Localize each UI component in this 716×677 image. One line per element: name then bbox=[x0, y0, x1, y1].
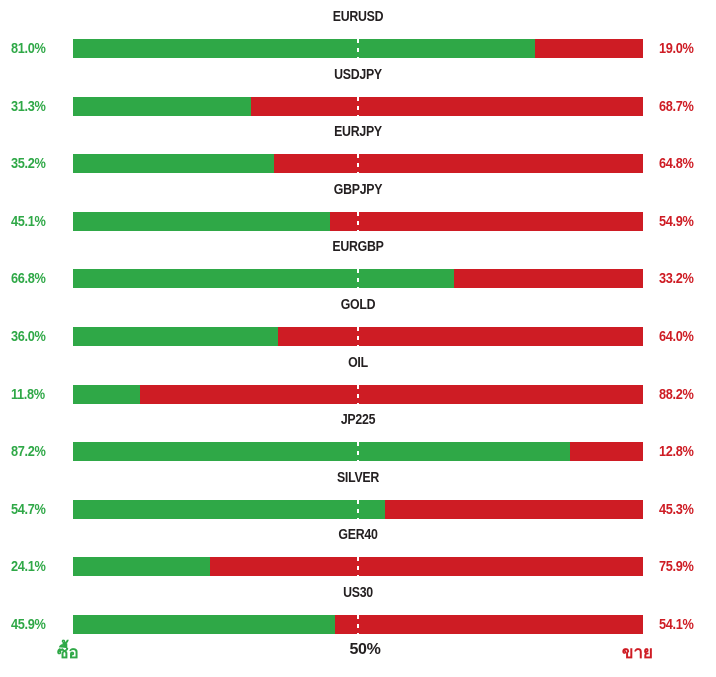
instrument-row: OIL 11.8% 88.2% bbox=[0, 346, 716, 404]
sell-percentage-label: 33.2% bbox=[659, 270, 694, 288]
instrument-symbol: GER40 bbox=[338, 527, 378, 544]
buy-bar-segment bbox=[73, 39, 535, 58]
buy-percentage-label: 66.8% bbox=[11, 270, 46, 288]
instrument-row: SILVER 54.7% 45.3% bbox=[0, 461, 716, 519]
sell-bar-segment bbox=[273, 154, 643, 174]
fifty-percent-line bbox=[357, 499, 359, 519]
instrument-row: GER40 24.1% 75.9% bbox=[0, 518, 716, 577]
buy-bar-segment bbox=[73, 614, 335, 634]
instrument-row: EURGBP 66.8% 33.2% bbox=[0, 230, 716, 289]
instrument-row: US30 45.9% 54.1% bbox=[0, 576, 716, 634]
fifty-percent-line bbox=[357, 154, 359, 174]
sell-bar-segment bbox=[453, 269, 643, 289]
fifty-percent-line bbox=[357, 614, 359, 634]
buy-bar-segment bbox=[73, 442, 571, 462]
sell-bar-segment bbox=[210, 557, 643, 577]
instrument-row: EURUSD 81.0% 19.0% bbox=[0, 0, 716, 58]
sentiment-bar bbox=[73, 326, 643, 346]
legend-buy-label: ซื้อ bbox=[57, 642, 79, 662]
sell-percentage-label: 19.0% bbox=[659, 40, 694, 57]
buy-percentage-label: 54.7% bbox=[11, 500, 46, 518]
buy-percentage-label: 81.0% bbox=[11, 40, 46, 57]
sentiment-bar bbox=[73, 557, 643, 577]
sell-percentage-label: 64.8% bbox=[659, 155, 694, 173]
sell-bar-segment bbox=[140, 384, 643, 404]
fifty-percent-line bbox=[357, 326, 359, 346]
instrument-symbol: USDJPY bbox=[334, 66, 382, 83]
buy-percentage-label: 24.1% bbox=[11, 558, 46, 576]
sell-percentage-label: 54.1% bbox=[659, 615, 694, 633]
buy-bar-segment bbox=[73, 154, 274, 174]
instrument-symbol: EURUSD bbox=[332, 9, 384, 25]
instrument-row: JP225 87.2% 12.8% bbox=[0, 403, 716, 462]
sell-percentage-label: 68.7% bbox=[659, 97, 694, 115]
fifty-percent-line bbox=[357, 442, 359, 462]
instrument-row: GBPJPY 45.1% 54.9% bbox=[0, 173, 716, 231]
sell-bar-segment bbox=[251, 96, 643, 116]
fifty-percent-line bbox=[357, 211, 359, 231]
legend-sell-label: ขาย bbox=[621, 642, 653, 662]
fifty-percent-line bbox=[357, 39, 359, 58]
sell-bar-segment bbox=[570, 442, 643, 462]
sentiment-bar bbox=[73, 614, 643, 634]
sell-bar-segment bbox=[384, 499, 643, 519]
instrument-symbol: US30 bbox=[343, 584, 373, 601]
sentiment-bar bbox=[73, 211, 643, 231]
fifty-percent-line bbox=[357, 557, 359, 577]
sell-bar-segment bbox=[534, 39, 643, 58]
sell-percentage-label: 12.8% bbox=[659, 443, 694, 461]
instrument-symbol: GOLD bbox=[340, 296, 376, 313]
instrument-row: GOLD 36.0% 64.0% bbox=[0, 288, 716, 346]
buy-bar-segment bbox=[73, 557, 211, 577]
buy-bar-segment bbox=[73, 326, 279, 346]
instrument-symbol: EURGBP bbox=[332, 239, 384, 256]
instrument-rows: EURUSD 81.0% 19.0% USDJPY 31.3% 68.7% EU… bbox=[0, 0, 716, 634]
instrument-symbol: SILVER bbox=[336, 469, 380, 486]
sell-percentage-label: 75.9% bbox=[659, 558, 694, 576]
sentiment-bar bbox=[73, 269, 643, 289]
sell-percentage-label: 64.0% bbox=[659, 327, 694, 345]
buy-percentage-label: 11.8% bbox=[11, 385, 45, 403]
buy-percentage-label: 45.1% bbox=[11, 212, 46, 230]
instrument-row: USDJPY 31.3% 68.7% bbox=[0, 58, 716, 116]
instrument-row: EURJPY 35.2% 64.8% bbox=[0, 115, 716, 174]
sentiment-bar bbox=[73, 442, 643, 462]
fifty-percent-line bbox=[357, 96, 359, 116]
instrument-symbol: GBPJPY bbox=[333, 181, 383, 198]
fifty-percent-line bbox=[357, 384, 359, 404]
sentiment-bar bbox=[73, 384, 643, 404]
buy-bar-segment bbox=[73, 269, 454, 289]
buy-percentage-label: 36.0% bbox=[11, 327, 46, 345]
sell-bar-segment bbox=[334, 614, 643, 634]
instrument-symbol: OIL bbox=[348, 354, 368, 371]
chart-legend: ซื้อ 50% ขาย bbox=[0, 634, 716, 677]
instrument-symbol: EURJPY bbox=[334, 124, 382, 141]
buy-percentage-label: 31.3% bbox=[11, 97, 46, 115]
sentiment-bar bbox=[73, 39, 643, 58]
buy-bar-segment bbox=[73, 96, 252, 116]
sell-bar-segment bbox=[278, 326, 643, 346]
sentiment-bar bbox=[73, 96, 643, 116]
buy-bar-segment bbox=[73, 384, 141, 404]
buy-percentage-label: 45.9% bbox=[11, 615, 46, 633]
sell-percentage-label: 45.3% bbox=[659, 500, 694, 518]
buy-bar-segment bbox=[73, 211, 331, 231]
sell-percentage-label: 54.9% bbox=[659, 212, 694, 230]
legend-midpoint-label: 50% bbox=[349, 640, 381, 658]
buy-percentage-label: 87.2% bbox=[11, 443, 46, 461]
buy-percentage-label: 35.2% bbox=[11, 155, 46, 173]
buy-bar-segment bbox=[73, 499, 385, 519]
fifty-percent-line bbox=[357, 269, 359, 289]
sentiment-bar bbox=[73, 499, 643, 519]
sell-bar-segment bbox=[330, 211, 643, 231]
sentiment-bar bbox=[73, 154, 643, 174]
instrument-symbol: JP225 bbox=[340, 412, 376, 429]
sell-percentage-label: 88.2% bbox=[659, 385, 694, 403]
